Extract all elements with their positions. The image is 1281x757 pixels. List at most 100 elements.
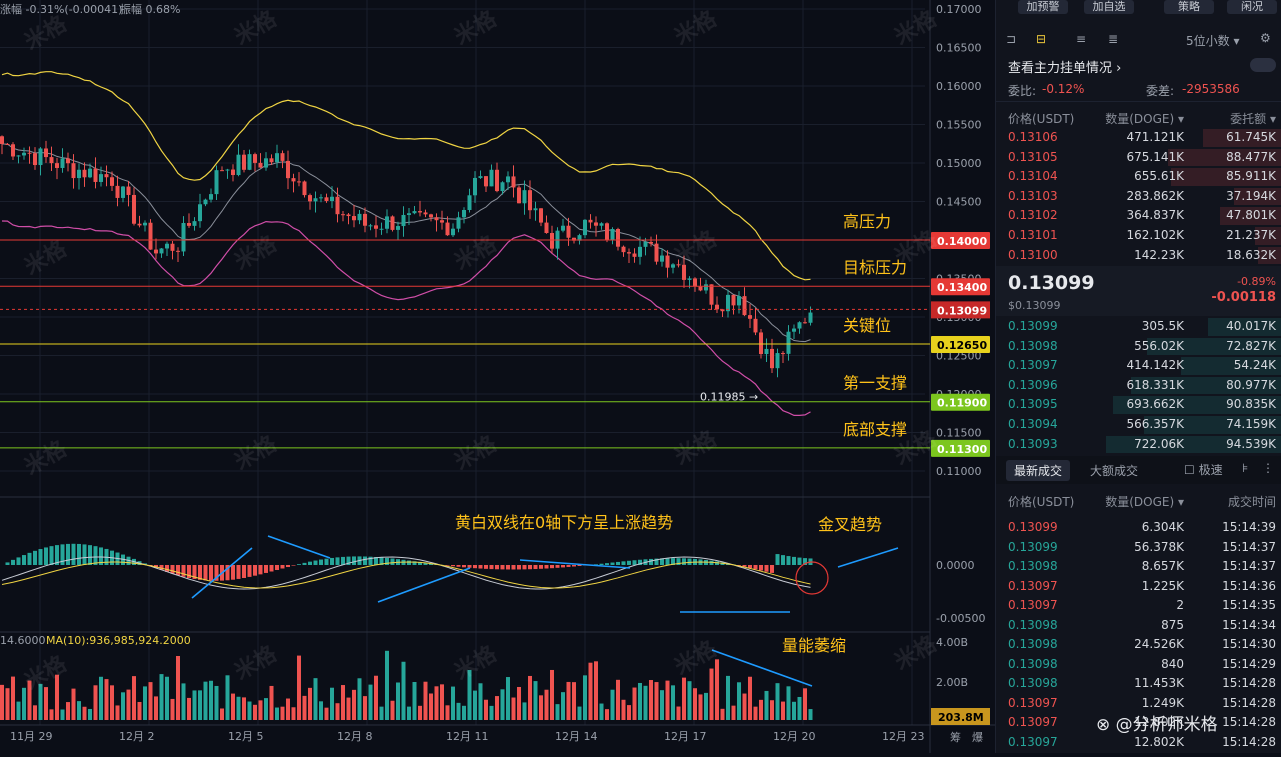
bid-row-col2: 414.142K <box>1127 356 1185 376</box>
menu-icon[interactable]: ⋮ <box>1262 461 1274 475</box>
bid-row-col2: 722.06K <box>1134 435 1184 455</box>
volume-bar <box>303 696 307 720</box>
layout-icon-1[interactable]: ⊐ <box>1006 32 1016 46</box>
volume-bar <box>446 705 450 720</box>
candle-body <box>600 223 604 225</box>
volume-bar <box>770 700 774 720</box>
trade-row-col3: 15:14:28 <box>1222 694 1276 714</box>
volume-bar <box>715 659 719 720</box>
order-book-link[interactable]: 查看主力挂单情况 › <box>1008 57 1121 76</box>
tab-latest-trades[interactable]: 最新成交 <box>1006 460 1070 481</box>
x-tick-label: 12月 11 <box>446 730 489 743</box>
tab-big-trades[interactable]: 大额成交 <box>1090 462 1138 479</box>
macd-bar <box>237 565 241 579</box>
layout-icon-3[interactable]: ≡ <box>1076 32 1086 46</box>
ob-header-2: 数量(DOGE) ▾ <box>1105 110 1184 130</box>
x-tick-label: 12月 14 <box>555 730 598 743</box>
macd-bar <box>363 556 367 565</box>
volume-bar <box>33 705 37 720</box>
trade-row-col1: 0.13097 <box>1008 694 1058 714</box>
candle-body <box>413 211 417 213</box>
candle-body <box>270 158 274 162</box>
mid-usd: $0.13099 <box>1008 299 1061 312</box>
settings-icon[interactable]: ⚙ <box>1260 31 1271 45</box>
volume-bar <box>380 707 384 720</box>
order-book-toggle[interactable] <box>1250 58 1276 72</box>
macd-bar <box>572 565 576 566</box>
volume-bar <box>792 702 796 720</box>
volume-bar <box>677 707 681 720</box>
macd-bar <box>550 565 554 568</box>
volume-bar <box>490 706 494 720</box>
volume-bar <box>352 690 356 720</box>
trade-row-col1: 0.13098 <box>1008 674 1058 694</box>
candle-body <box>154 250 158 254</box>
ratio-value: -0.12% <box>1042 82 1084 96</box>
volume-bar <box>413 682 417 720</box>
bid-row-col1: 0.13096 <box>1008 376 1058 396</box>
volume-bar <box>374 676 378 720</box>
volume-bar <box>44 687 48 720</box>
candle-body <box>627 252 631 253</box>
speed-checkbox[interactable]: ☐ 极速 <box>1184 461 1223 478</box>
trade-row-col3: 15:14:28 <box>1222 713 1276 733</box>
candle-body <box>242 155 246 170</box>
trade-row-col3: 15:14:30 <box>1222 635 1276 655</box>
precision-select[interactable]: 5位小数 ▾ <box>1186 32 1239 49</box>
candle-body <box>506 176 510 182</box>
candle-body <box>715 305 719 310</box>
ob-header-3[interactable]: 委托额 ▾ <box>1230 110 1276 130</box>
filter-icon[interactable]: ⊧ <box>1242 461 1248 475</box>
x-extra-label: 筹 <box>950 730 961 744</box>
toolbar-button-2[interactable]: 策略 <box>1164 0 1214 14</box>
candle-body <box>534 208 538 210</box>
trade-row-col2: 8.657K <box>1142 557 1184 577</box>
volume-bar <box>616 680 620 720</box>
volume-bar <box>215 686 219 720</box>
candle-body <box>308 195 312 201</box>
toolbar-button-3[interactable]: 闲况 <box>1227 0 1277 14</box>
candle-body <box>649 242 653 244</box>
candle-body <box>704 284 708 290</box>
volume-bar <box>688 681 692 720</box>
candle-body <box>88 169 92 178</box>
toolbar-button-1[interactable]: 加自选 <box>1084 0 1134 14</box>
candle-body <box>407 213 411 215</box>
volume-bar <box>484 700 488 720</box>
candle-body <box>374 225 378 228</box>
candle-body <box>0 136 4 144</box>
watermark: 米格 <box>230 430 282 475</box>
x-tick-label: 12月 2 <box>119 730 155 743</box>
macd-bar <box>303 563 307 565</box>
macd-bar <box>759 565 763 571</box>
ask-row-col3: 37.194K <box>1226 187 1276 207</box>
low-marker-label: 0.11985 → <box>700 390 758 403</box>
candle-body <box>215 170 219 194</box>
layout-icon-4[interactable]: ≣ <box>1108 32 1118 46</box>
volume-bar <box>396 682 400 720</box>
macd-bar <box>275 565 279 570</box>
macd-bar <box>545 565 549 569</box>
chart-svg[interactable]: 0.170000.165000.160000.155000.150000.145… <box>0 0 995 753</box>
macd-bar <box>77 544 81 565</box>
volume-bar <box>655 682 659 720</box>
toolbar-button-0[interactable]: 加预警 <box>1018 0 1068 14</box>
volume-bar <box>561 692 565 720</box>
trade-row-col3: 15:14:36 <box>1222 577 1276 597</box>
macd-bar <box>308 562 312 565</box>
trade-row-col3: 15:14:37 <box>1222 538 1276 558</box>
candle-body <box>666 256 670 268</box>
layout-icon-2[interactable]: ⊟ <box>1036 32 1046 46</box>
candle-body <box>594 222 598 225</box>
